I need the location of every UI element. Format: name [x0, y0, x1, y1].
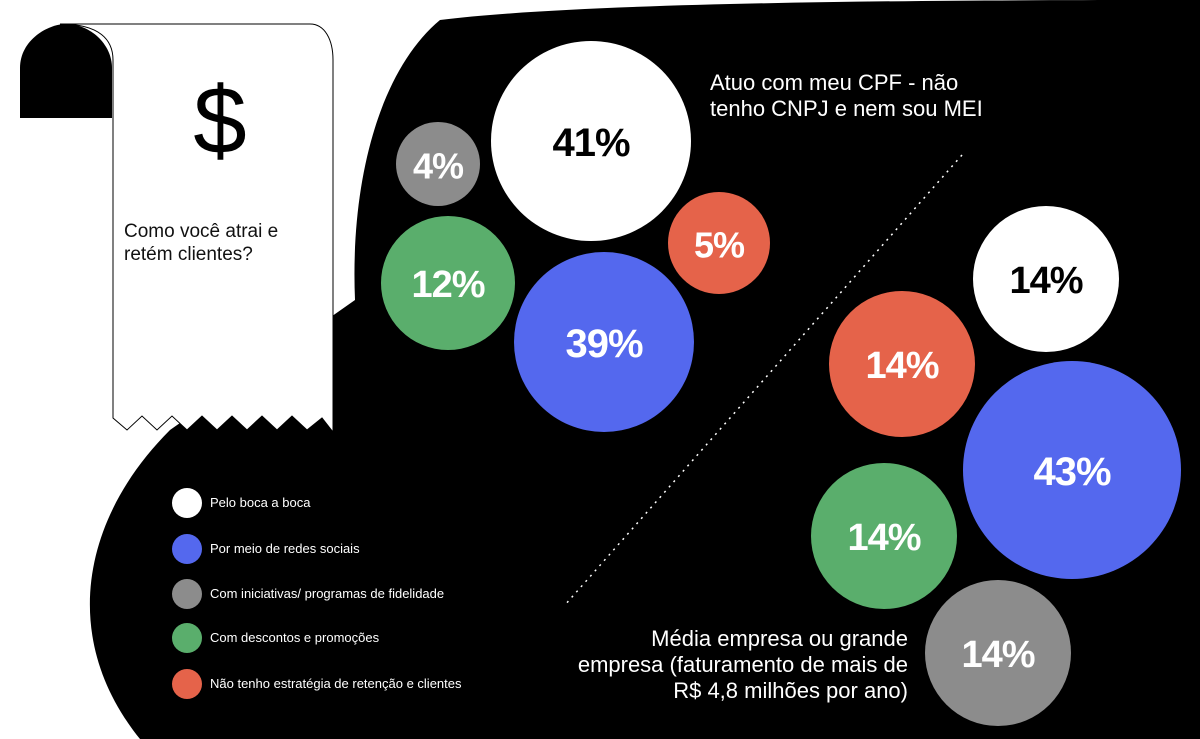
legend-item-redes-sociais: Por meio de redes sociais — [172, 534, 532, 564]
bubble-label-sem-estrategia: 5% — [694, 225, 745, 266]
legend-item-boca-a-boca: Pelo boca a boca — [172, 488, 532, 518]
legend-dot-icon — [172, 579, 202, 609]
bubble-label-fidelidade: 4% — [413, 146, 464, 187]
bubble-redes-sociais — [514, 252, 694, 432]
bubble-label-boca-a-boca: 14% — [1009, 260, 1082, 302]
dollar-icon: $ — [193, 67, 247, 174]
legend-item-sem-estrategia: Não tenho estratégia de retenção e clien… — [172, 669, 532, 699]
legend-item-descontos: Com descontos e promoções — [172, 623, 532, 653]
legend-dot-icon — [172, 488, 202, 518]
legend-label: Não tenho estratégia de retenção e clien… — [210, 676, 462, 691]
bubble-label-descontos: 12% — [411, 264, 484, 306]
receipt-shape — [59, 23, 334, 434]
bubble-descontos — [811, 463, 957, 609]
bubble-group-media-empresa: 14% 43% 14% 14% 14% — [811, 206, 1181, 726]
legend-label: Com descontos e promoções — [210, 630, 380, 645]
bubble-redes-sociais — [963, 361, 1181, 579]
bubble-descontos — [381, 216, 515, 350]
bubble-label-fidelidade: 14% — [961, 634, 1034, 676]
bubble-group-cpf: 41% 39% 4% 12% 5% — [381, 41, 770, 432]
legend-label: Por meio de redes sociais — [210, 541, 360, 556]
legend-dot-icon — [172, 534, 202, 564]
bubble-fidelidade — [396, 122, 480, 206]
bubble-sem-estrategia — [668, 192, 770, 294]
group-title-media-empresa: Média empresa ou grande empresa (faturam… — [577, 626, 908, 703]
legend-item-fidelidade: Com iniciativas/ programas de fidelidade — [172, 579, 532, 609]
bubble-label-redes-sociais: 39% — [565, 322, 642, 366]
question-text: Como você atrai e retém clientes? — [124, 221, 279, 265]
bubble-boca-a-boca — [973, 206, 1119, 352]
bubble-boca-a-boca — [491, 41, 691, 241]
legend-dot-icon — [172, 623, 202, 653]
bubble-label-redes-sociais: 43% — [1033, 450, 1110, 494]
arch-shape — [20, 24, 112, 118]
legend-dot-icon — [172, 669, 202, 699]
bubble-label-boca-a-boca: 41% — [552, 121, 629, 165]
bubble-fidelidade — [925, 580, 1071, 726]
group-title-cpf: Atuo com meu CPF - não tenho CNPJ e nem … — [710, 70, 983, 121]
bubble-label-sem-estrategia: 14% — [865, 345, 938, 387]
bubble-sem-estrategia — [829, 291, 975, 437]
bubble-label-descontos: 14% — [847, 517, 920, 559]
legend-label: Pelo boca a boca — [210, 495, 311, 510]
legend-label: Com iniciativas/ programas de fidelidade — [210, 586, 445, 601]
